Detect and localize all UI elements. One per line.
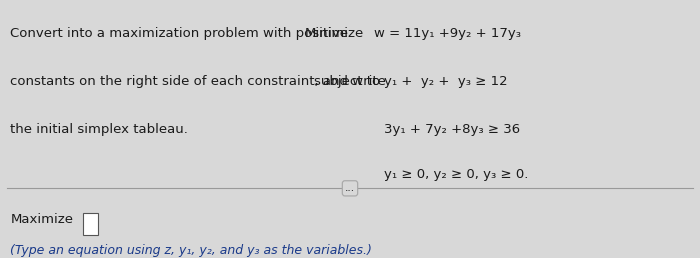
Text: (Type an equation using z, y₁, y₂, and y₃ as the variables.): (Type an equation using z, y₁, y₂, and y…	[10, 244, 372, 257]
Text: Convert into a maximization problem with positive: Convert into a maximization problem with…	[10, 27, 349, 40]
Text: w = 11y₁ +9y₂ + 17y₃: w = 11y₁ +9y₂ + 17y₃	[374, 27, 522, 40]
Text: the initial simplex tableau.: the initial simplex tableau.	[10, 123, 188, 135]
Text: ...: ...	[345, 183, 355, 193]
Text: 3y₁ + 7y₂ +8y₃ ≥ 36: 3y₁ + 7y₂ +8y₃ ≥ 36	[384, 123, 519, 135]
Text: constants on the right side of each constraint, and write: constants on the right side of each cons…	[10, 75, 386, 88]
Text: y₁ ≥ 0, y₂ ≥ 0, y₃ ≥ 0.: y₁ ≥ 0, y₂ ≥ 0, y₃ ≥ 0.	[384, 168, 528, 181]
Text: Maximize: Maximize	[10, 213, 74, 226]
Text: y₁ +  y₂ +  y₃ ≥ 12: y₁ + y₂ + y₃ ≥ 12	[384, 75, 508, 88]
Text: subject to: subject to	[314, 75, 379, 88]
Text: Minimize: Minimize	[304, 27, 364, 40]
